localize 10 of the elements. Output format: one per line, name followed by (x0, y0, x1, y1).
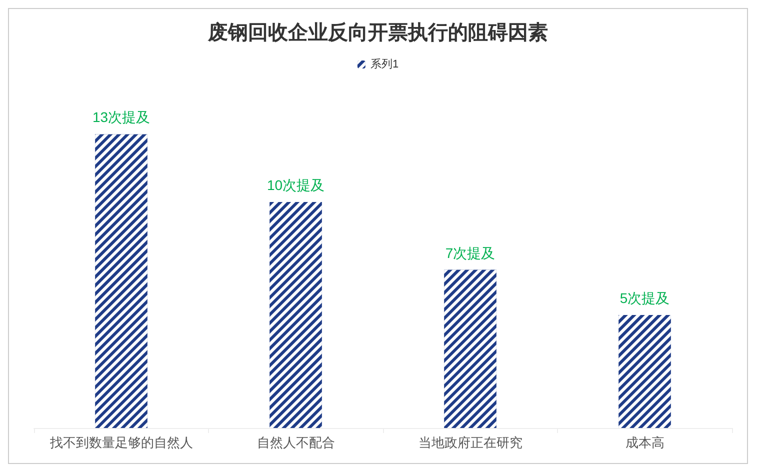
data-label: 10次提及 (266, 177, 325, 193)
data-label: 7次提及 (445, 244, 496, 261)
x-tick-label: 找不到数量足够的自然人 (48, 435, 193, 450)
chart-title: 废钢回收企业反向开票执行的阻碍因素 (207, 20, 548, 44)
legend-label: 系列1 (370, 58, 399, 70)
data-label: 5次提及 (620, 290, 670, 306)
data-label: 13次提及 (92, 109, 150, 126)
x-tick-label: 成本高 (625, 435, 664, 450)
x-tick-label: 自然人不配合 (256, 435, 335, 450)
x-tick-label: 当地政府正在研究 (418, 435, 522, 450)
